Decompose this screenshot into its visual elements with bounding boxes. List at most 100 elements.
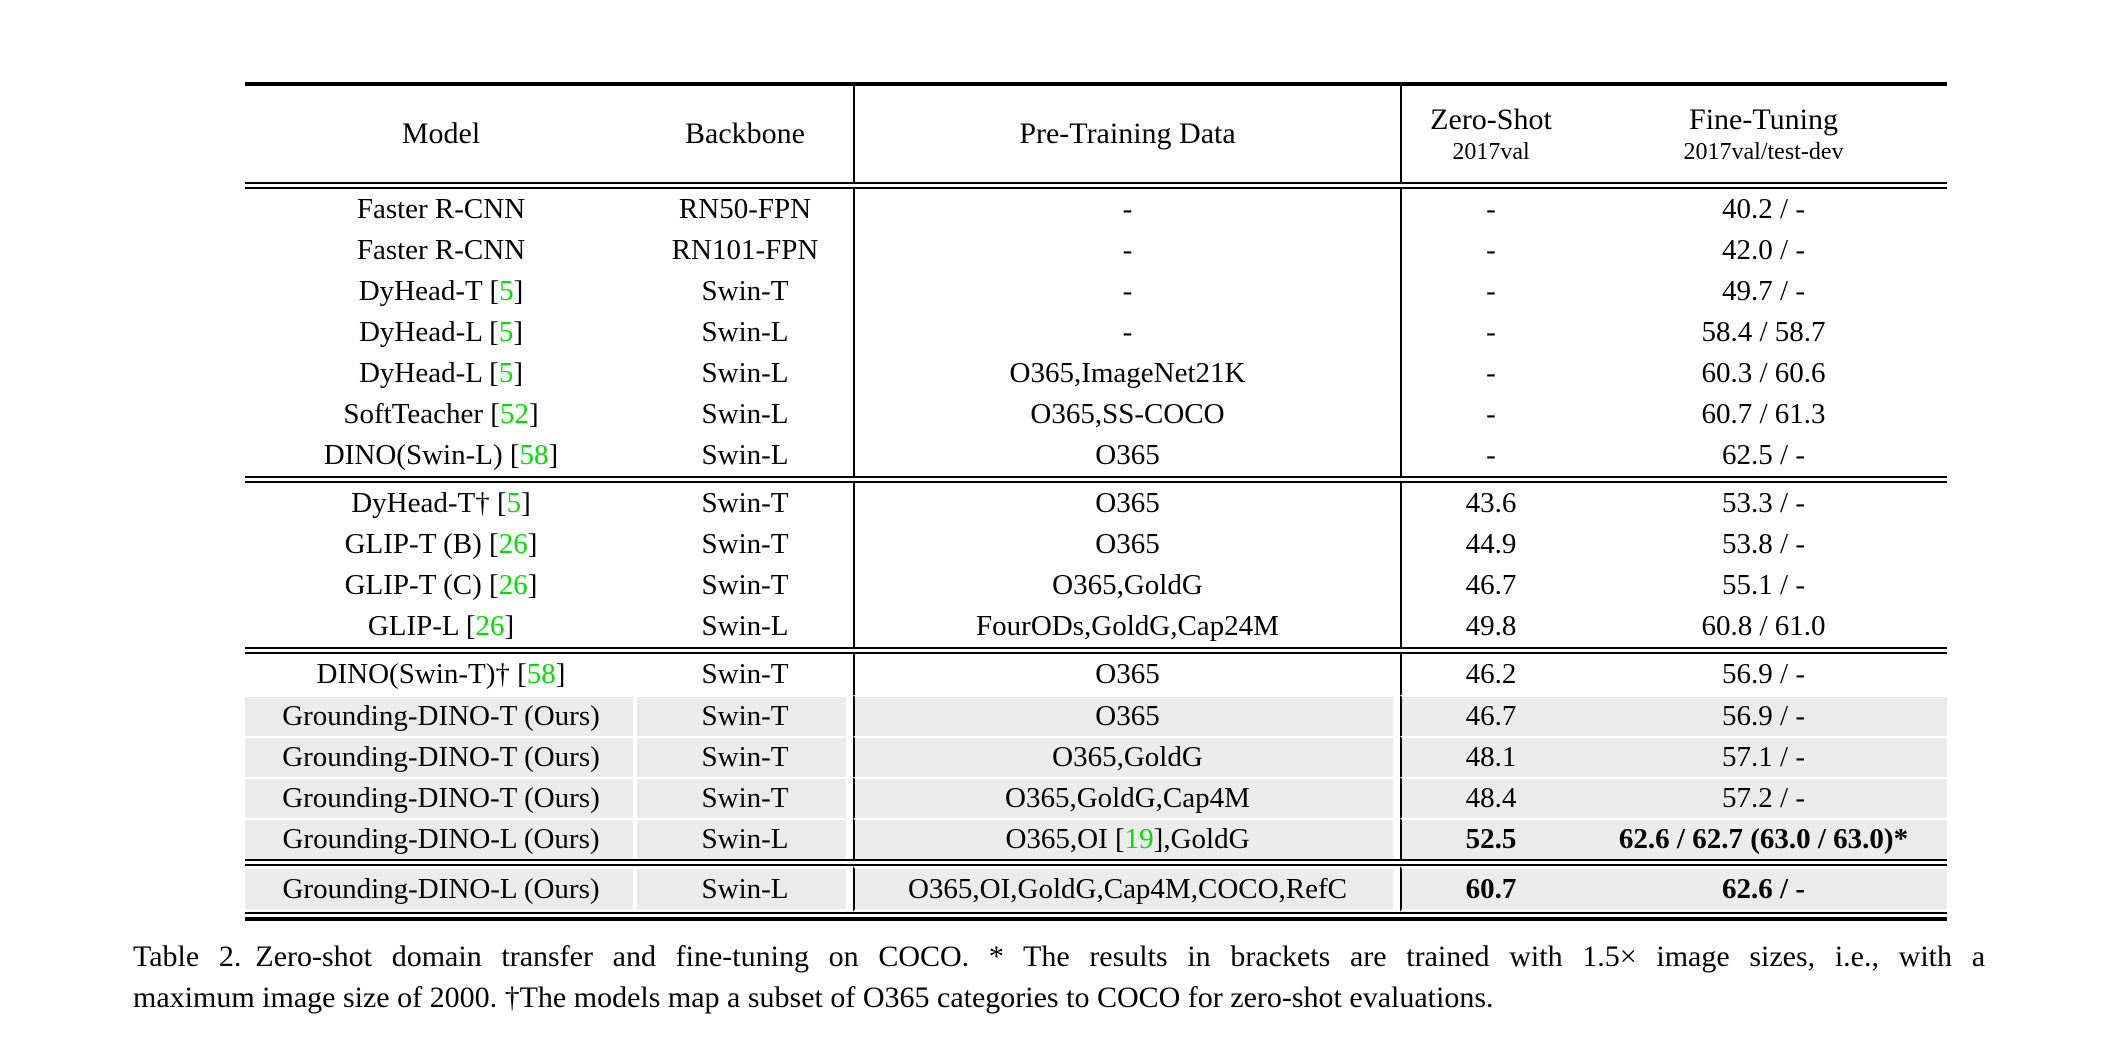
cell-finetune: 55.1 / - xyxy=(1722,569,1805,601)
caption-text-2: maximum image size of 2000. †The models … xyxy=(133,981,1494,1014)
header-model: Model xyxy=(401,117,481,150)
cell-zeroshot: - xyxy=(1400,271,1580,312)
cell-zeroshot: 44.9 xyxy=(1400,524,1580,565)
cell-finetune: 42.0 / - xyxy=(1722,234,1805,266)
header-zero-shot: Zero-Shot 2017val xyxy=(1400,86,1580,182)
header-fine-tuning-subtitle: 2017val/test-dev xyxy=(1683,139,1844,165)
cell-pretrain: - xyxy=(853,230,1400,271)
cell-pretrain: O365,OI,GoldG,Cap4M,COCO,RefC xyxy=(853,866,1400,912)
cell-pretrain: O365,OI [19],GoldG xyxy=(853,818,1400,859)
citation-number: 5 xyxy=(498,357,514,389)
cell-model: GLIP-L [26] xyxy=(367,610,515,642)
table-row: Grounding-DINO-L (Ours) Swin-L O365,OI [19… xyxy=(245,818,1947,859)
table-section-zero-shot-baselines: DyHead-T† [5] Swin-T O365 43.6 53.3 / - GLIP-… xyxy=(245,483,1947,647)
header-zero-shot-title: Zero-Shot xyxy=(1430,103,1552,136)
cell-zeroshot: - xyxy=(1400,189,1580,230)
cell-pretrain: O365,SS-COCO xyxy=(853,394,1400,435)
header-fine-tuning: Fine-Tuning 2017val/test-dev xyxy=(1580,86,1947,182)
caption-text-1: Zero-shot domain transfer and fine-tunin… xyxy=(255,940,1986,973)
citation-number: 58 xyxy=(519,439,549,471)
table-row: DINO(Swin-L) [58] Swin-L O365- 62.5 / - xyxy=(245,435,1947,476)
cell-model: Grounding-DINO-T (Ours) xyxy=(245,736,637,777)
cell-zeroshot: 52.5 xyxy=(1400,818,1580,859)
cell-model: DyHead-L [5] xyxy=(358,316,523,348)
cell-backbone: Swin-T xyxy=(701,658,789,690)
cell-zeroshot: 46.7 xyxy=(1400,565,1580,606)
cell-finetune: 40.2 / - xyxy=(1722,193,1805,225)
table-section-closed-set: Faster R-CNN RN50-FPN - -40.2 / - Faster R-C… xyxy=(245,189,1947,476)
cell-zeroshot: 49.8 xyxy=(1400,606,1580,647)
table-row: GLIP-T (C) [26] Swin-T O365,GoldG 46.7 55.1 … xyxy=(245,565,1947,606)
cell-model: DyHead-L [5] xyxy=(358,357,523,389)
table-row: Faster R-CNN RN50-FPN - - 40.2 / - xyxy=(245,189,1947,230)
cell-model: GLIP-T (C) [26] xyxy=(344,569,538,601)
header-zero-shot-subtitle: 2017val xyxy=(1452,139,1530,165)
cell-backbone: Swin-L xyxy=(637,818,853,859)
table-row: Grounding-DINO-T (Ours) Swin-T O365,GoldG,… xyxy=(245,777,1947,818)
cell-backbone: Swin-T xyxy=(701,569,789,601)
cell-zeroshot: - xyxy=(1400,353,1580,394)
table-row: Grounding-DINO-T (Ours) Swin-T O365 46.7 56.… xyxy=(245,695,1947,736)
cell-model: Grounding-DINO-T (Ours) xyxy=(245,777,637,818)
cell-finetune: 53.8 / - xyxy=(1722,528,1805,560)
cell-finetune: 49.7 / - xyxy=(1722,275,1805,307)
citation-number: 5 xyxy=(498,316,514,348)
cell-zeroshot: 48.1 xyxy=(1400,736,1580,777)
cell-pretrain: O365 xyxy=(853,524,1400,565)
cell-finetune: 62.6 / - xyxy=(1580,866,1947,912)
citation-number: 5 xyxy=(499,275,514,307)
cell-backbone: Swin-T xyxy=(701,487,789,519)
cell-pretrain: - xyxy=(853,189,1400,230)
table-row: DyHead-T [5] Swin-T - - 49.7 / - xyxy=(245,271,1947,312)
cell-model: Faster R-CNN xyxy=(356,234,526,266)
cell-backbone: Swin-L xyxy=(701,357,789,389)
cell-backbone: Swin-L xyxy=(701,610,789,642)
cell-model: Grounding-DINO-L (Ours) xyxy=(245,818,637,859)
table-header-row: Model Backbone Pre-Training Data Zero-Sh… xyxy=(245,86,1947,182)
citation-number: 58 xyxy=(526,658,556,690)
cell-backbone: Swin-T xyxy=(637,695,853,736)
cell-finetune: 57.2 / - xyxy=(1580,777,1947,818)
table-section-ours: DINO(Swin-T)† [58] Swin-T O365 46.2 56.9 / -… xyxy=(245,654,1947,859)
cell-pretrain: O365 xyxy=(853,435,1400,476)
section-divider-rule xyxy=(245,859,1947,866)
cell-finetune: 60.8 / 61.0 xyxy=(1701,610,1826,642)
table-row: DyHead-L [5] Swin-L O365,ImageNet21K - 60.3 … xyxy=(245,353,1947,394)
cell-backbone: Swin-L xyxy=(637,866,853,912)
citation-number: 26 xyxy=(498,528,528,560)
cell-finetune: 58.4 / 58.7 xyxy=(1701,316,1826,348)
cell-backbone: Swin-L xyxy=(701,316,789,348)
cell-model: DINO(Swin-T)† [58] xyxy=(316,658,566,690)
table-row: SoftTeacher [52] Swin-L O365,SS-COCO - 60.7 … xyxy=(245,394,1947,435)
cell-pretrain: - xyxy=(853,271,1400,312)
table-row: GLIP-L [26] Swin-L FourODs,GoldG,Cap24M 49.… xyxy=(245,606,1947,647)
cell-model: GLIP-T (B) [26] xyxy=(344,528,538,560)
table-top-rule xyxy=(245,82,1947,86)
cell-backbone: Swin-T xyxy=(637,777,853,818)
cell-backbone: Swin-T xyxy=(701,275,789,307)
cell-zeroshot: 48.4 xyxy=(1400,777,1580,818)
cell-backbone: RN101-FPN xyxy=(671,234,819,266)
caption-label: Table 2. xyxy=(133,940,242,973)
table-row: DyHead-L [5] Swin-L - - 58.4 / 58.7 xyxy=(245,312,1947,353)
cell-backbone: RN50-FPN xyxy=(678,193,812,225)
cell-finetune: 60.7 / 61.3 xyxy=(1701,398,1826,430)
cell-zeroshot: 43.6 xyxy=(1400,483,1580,524)
cell-model: DINO(Swin-L) [58] xyxy=(323,439,559,471)
caption-line-1: Table 2. Zero-shot domain transfer and fi… xyxy=(133,936,1985,977)
cell-model: SoftTeacher [52] xyxy=(343,398,539,430)
header-backbone: Backbone xyxy=(685,117,805,150)
citation-number: 26 xyxy=(498,569,528,601)
cell-backbone: Swin-L xyxy=(701,398,789,430)
cell-finetune: 56.9 / - xyxy=(1722,658,1805,690)
header-fine-tuning-title: Fine-Tuning xyxy=(1689,103,1838,136)
cell-zeroshot: - xyxy=(1400,435,1580,476)
cell-pretrain: FourODs,GoldG,Cap24M xyxy=(853,606,1400,647)
table-row: Grounding-DINO-L (Ours) Swin-L O365,OI,Gol… xyxy=(245,866,1947,912)
table-row: Faster R-CNN RN101-FPN - - 42.0 / - xyxy=(245,230,1947,271)
cell-pretrain: O365,ImageNet21K xyxy=(853,353,1400,394)
table-section-ours-large: Grounding-DINO-L (Ours) Swin-L O365,OI,Gol… xyxy=(245,866,1947,912)
citation-number: 52 xyxy=(499,398,529,430)
section-divider-rule xyxy=(245,476,1947,483)
cell-pretrain: O365 xyxy=(853,483,1400,524)
